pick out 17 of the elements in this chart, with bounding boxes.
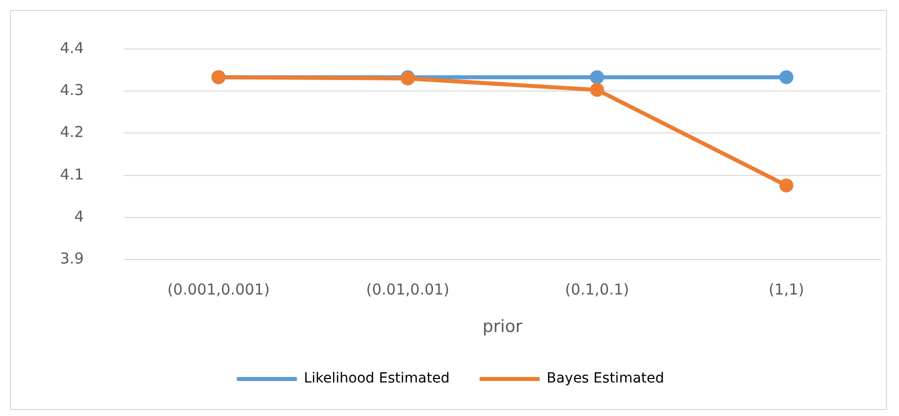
y-tick-label: 4.2 bbox=[60, 123, 84, 142]
y-tick-label: 4.1 bbox=[60, 165, 84, 184]
y-tick-label: 4.3 bbox=[60, 81, 84, 100]
y-tick-label: 4 bbox=[74, 207, 84, 226]
legend-label: Likelihood Estimated bbox=[304, 370, 450, 387]
point bbox=[590, 70, 604, 84]
x-tick-label: (0.01,0.01) bbox=[366, 280, 450, 298]
x-axis-title: prior bbox=[482, 317, 522, 338]
point bbox=[590, 82, 604, 97]
point bbox=[779, 178, 794, 192]
x-tick-label: (0.001,0.001) bbox=[167, 280, 270, 298]
legend-label: Bayes Estimated bbox=[546, 370, 664, 387]
x-tick-label: (1,1) bbox=[768, 280, 804, 298]
y-tick-label: 4.4 bbox=[60, 38, 84, 57]
x-tick-label: (0.1,0.1) bbox=[564, 280, 630, 298]
point bbox=[779, 70, 794, 84]
y-tick-label: 3.9 bbox=[60, 249, 84, 268]
